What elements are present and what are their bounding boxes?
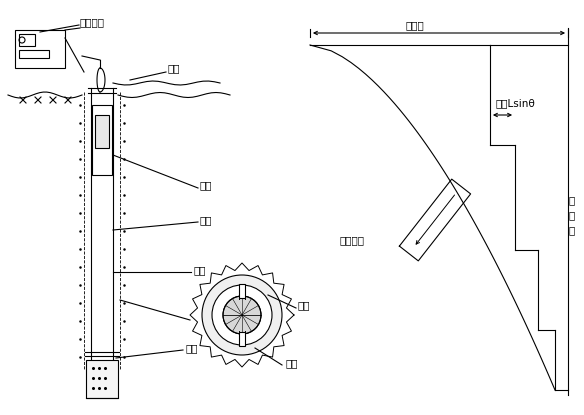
Text: 电缆: 电缆 [168,63,180,73]
Bar [19,50,49,58]
Bar [86,360,118,398]
Text: 测读间距: 测读间距 [340,235,365,245]
Bar [239,284,245,298]
Text: 线: 线 [569,225,575,235]
Bar [95,115,109,148]
Text: 回填: 回填 [185,343,197,353]
Circle shape [223,296,261,334]
Text: 原: 原 [569,195,575,205]
Circle shape [202,275,282,355]
Bar [239,332,245,346]
Text: 准: 准 [569,210,575,220]
Text: 导管: 导管 [193,265,206,275]
Text: 导槽: 导槽 [298,300,311,310]
Text: 测头: 测头 [200,180,213,190]
Text: 测读设备: 测读设备 [80,17,105,27]
Circle shape [212,285,272,345]
Bar [19,34,35,46]
Bar [15,30,65,68]
Text: 总位移: 总位移 [406,20,425,30]
Text: 导轮: 导轮 [285,358,297,368]
Text: 位移Lsinθ: 位移Lsinθ [495,98,535,108]
Text: 钻孔: 钻孔 [200,215,213,225]
Bar [92,105,112,175]
